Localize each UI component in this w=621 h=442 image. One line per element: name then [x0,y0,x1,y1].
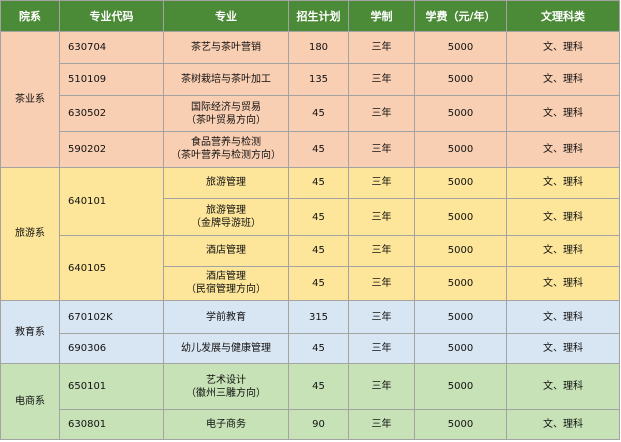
major-cell: 酒店管理 [163,234,289,267]
major-code-cell: 510109 [59,62,164,97]
header-enrollment-plan: 招生计划 [288,0,349,32]
category-cell: 文、理科 [506,130,620,168]
category-cell: 文、理科 [506,332,620,365]
tuition-cell: 5000 [414,95,507,132]
major-cell: 学前教育 [163,300,289,334]
duration-cell: 三年 [348,300,415,334]
category-cell: 文、理科 [506,265,620,302]
table-row: 酒店管理 （民宿管理方向） 45 三年 5000 文、理科 [1,265,620,302]
table-row: 690306 幼儿发展与健康管理 45 三年 5000 文、理科 [1,332,620,365]
major-cell: 旅游管理 （金牌导游班） [163,198,289,236]
category-cell: 文、理科 [506,300,620,334]
category-cell: 文、理科 [506,363,620,411]
duration-cell: 三年 [348,130,415,168]
major-code-cell: 630801 [59,409,164,440]
department-cell: 茶业系 [0,31,60,168]
table-row: 510109 茶树栽培与茶叶加工 135 三年 5000 文、理科 [1,62,620,97]
plan-cell: 45 [288,95,349,132]
header-department: 院系 [0,0,60,32]
tuition-cell: 5000 [414,300,507,334]
tuition-cell: 5000 [414,130,507,168]
duration-cell: 三年 [348,265,415,302]
table-row: 590202 食品营养与检测 （茶叶营养与检测方向） 45 三年 5000 文、… [1,130,620,168]
major-cell: 幼儿发展与健康管理 [163,332,289,365]
plan-cell: 180 [288,31,349,64]
tuition-cell: 5000 [414,166,507,200]
table-row: 旅游管理 （金牌导游班） 45 三年 5000 文、理科 [1,198,620,236]
plan-cell: 90 [288,409,349,440]
major-cell: 茶艺与茶叶营销 [163,31,289,64]
category-cell: 文、理科 [506,62,620,97]
major-code-cell: 650101 [59,363,164,411]
major-code-cell: 640101 [59,166,164,236]
plan-cell: 135 [288,62,349,97]
department-cell: 电商系 [0,363,60,440]
plan-cell: 45 [288,198,349,236]
duration-cell: 三年 [348,332,415,365]
plan-cell: 45 [288,363,349,411]
major-cell: 国际经济与贸易 （茶叶贸易方向） [163,95,289,132]
category-cell: 文、理科 [506,95,620,132]
department-cell: 旅游系 [0,166,60,302]
table-row: 电商系 650101 艺术设计 （徽州三雕方向） 45 三年 5000 文、理科 [0,363,620,440]
table-row: 640105 酒店管理 45 三年 5000 文、理科 [1,234,620,302]
duration-cell: 三年 [348,62,415,97]
category-cell: 文、理科 [506,166,620,200]
tuition-cell: 5000 [414,332,507,365]
major-cell: 电子商务 [163,409,289,440]
major-cell: 酒店管理 （民宿管理方向） [163,265,289,302]
major-code-cell: 630704 [59,31,164,64]
major-code-cell: 640105 [59,234,164,302]
department-cell: 教育系 [0,300,60,365]
major-code-cell: 630502 [59,95,164,132]
category-cell: 文、理科 [506,31,620,64]
plan-cell: 45 [288,234,349,267]
major-cell: 食品营养与检测 （茶叶营养与检测方向） [163,130,289,168]
major-cell: 艺术设计 （徽州三雕方向） [163,363,289,411]
plan-cell: 45 [288,166,349,200]
category-cell: 文、理科 [506,234,620,267]
table-row: 教育系 670102K 学前教育 315 三年 5000 文、理科 [0,300,620,365]
header-tuition: 学费（元/年） [414,0,507,32]
header-row: 院系 专业代码 专业 招生计划 学制 学费（元/年） 文理科类 [0,0,620,32]
duration-cell: 三年 [348,31,415,64]
category-cell: 文、理科 [506,198,620,236]
category-cell: 文、理科 [506,409,620,440]
duration-cell: 三年 [348,166,415,200]
plan-cell: 45 [288,332,349,365]
tuition-cell: 5000 [414,265,507,302]
plan-cell: 45 [288,130,349,168]
plan-cell: 45 [288,265,349,302]
tuition-cell: 5000 [414,234,507,267]
table-row: 630801 电子商务 90 三年 5000 文、理科 [1,409,620,440]
major-cell: 茶树栽培与茶叶加工 [163,62,289,97]
major-code-cell: 590202 [59,130,164,168]
table-row: 旅游系 640101 旅游管理 45 三年 5000 文、理科 [0,166,620,302]
plan-cell: 315 [288,300,349,334]
duration-cell: 三年 [348,234,415,267]
major-code-cell: 690306 [59,332,164,365]
tuition-cell: 5000 [414,62,507,97]
tuition-cell: 5000 [414,31,507,64]
duration-cell: 三年 [348,198,415,236]
duration-cell: 三年 [348,363,415,411]
major-code-cell: 670102K [59,300,164,334]
duration-cell: 三年 [348,95,415,132]
tuition-cell: 5000 [414,363,507,411]
duration-cell: 三年 [348,409,415,440]
header-duration: 学制 [348,0,415,32]
table-row: 630502 国际经济与贸易 （茶叶贸易方向） 45 三年 5000 文、理科 [1,95,620,132]
table-row: 茶业系 630704 茶艺与茶叶营销 180 三年 5000 文、理科 [0,31,620,168]
header-category: 文理科类 [506,0,620,32]
major-cell: 旅游管理 [163,166,289,200]
header-major: 专业 [163,0,289,32]
header-major-code: 专业代码 [59,0,164,32]
tuition-cell: 5000 [414,198,507,236]
tuition-cell: 5000 [414,409,507,440]
